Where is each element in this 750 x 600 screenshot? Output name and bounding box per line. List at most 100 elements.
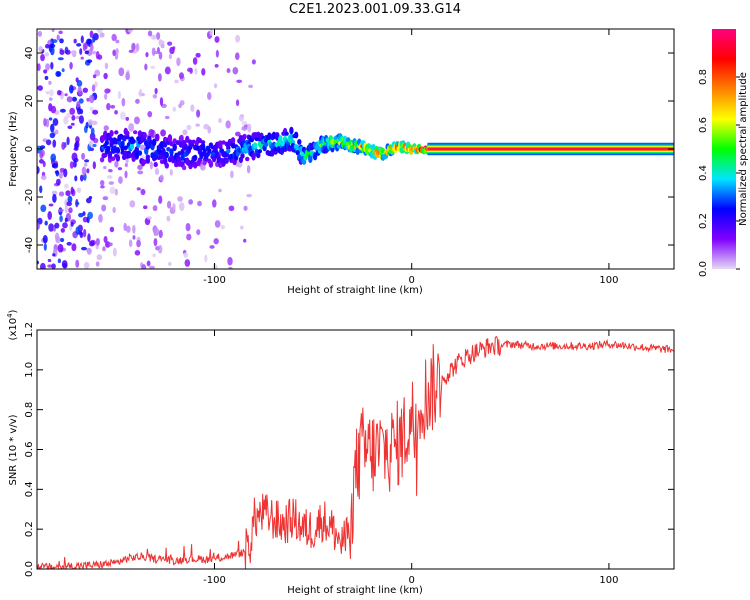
spectrogram-noise-cell	[89, 132, 96, 141]
spectrogram-noise-cell	[58, 191, 65, 197]
spectrogram-noise-cell	[127, 29, 134, 33]
spectrogram-x-tick-label: 100	[599, 275, 618, 286]
colorbar-scale	[712, 29, 736, 269]
spectrogram-noise-cell	[52, 139, 57, 148]
spectrogram-ridge-cell	[251, 152, 256, 161]
spectrogram-noise-cell	[44, 52, 50, 57]
spectrogram-noise-cell	[144, 63, 148, 71]
spectrogram-noise-cell	[104, 62, 109, 70]
spectrogram-noise-cell	[135, 98, 140, 104]
spectrogram-noise-cell	[147, 110, 153, 118]
spectrogram-noise-cell	[80, 35, 84, 44]
spectrogram-noise-cell	[83, 261, 90, 269]
spectrogram-noise-cell	[182, 129, 188, 136]
spectrogram-noise-cell	[79, 174, 84, 182]
spectrogram-noise-cell	[82, 216, 88, 223]
spectrogram-ridge-cell	[145, 156, 151, 164]
spectrogram-noise-cell	[108, 168, 113, 173]
colorbar-tick-label: 0.2	[698, 213, 709, 229]
spectrogram-noise-cell	[214, 220, 221, 228]
spectrogram-noise-cell	[212, 263, 218, 269]
spectrogram-noise-cell	[150, 34, 157, 40]
spectrogram-noise-cell	[103, 72, 108, 80]
spectrogram-noise-cell	[78, 91, 83, 96]
spectrogram-noise-cell	[60, 237, 65, 243]
spectrogram-noise-cell	[108, 242, 113, 247]
spectrogram-noise-cell	[114, 188, 118, 196]
spectrogram-noise-cell	[39, 151, 44, 159]
spectrogram-noise-cell	[141, 264, 147, 269]
spectrogram-noise-cell	[169, 46, 175, 55]
spectrogram-noise-cell	[100, 185, 105, 189]
spectrogram-noise-cell	[82, 87, 89, 93]
spectrogram-noise-cell	[97, 54, 103, 60]
spectrogram-noise-cell	[78, 212, 84, 218]
spectrogram-noise-cell	[44, 220, 48, 226]
spectrogram-noise-cell	[73, 38, 77, 44]
spectrogram-noise-cell	[109, 186, 116, 195]
spectrogram-noise-cell	[137, 170, 144, 175]
spectrogram-noise-cell	[81, 152, 86, 160]
spectrogram-noise-cell	[218, 118, 222, 124]
spectrogram-noise-cell	[104, 93, 108, 100]
spectrogram-noise-cell	[164, 115, 170, 120]
spectrogram-x-axis: -100 0 100	[203, 29, 618, 286]
spectrogram-noise-cell	[109, 226, 115, 233]
spectrogram-noise-cell	[75, 226, 80, 235]
spectrogram-noise-cell	[102, 196, 109, 201]
spectrogram-noise-cell	[48, 97, 53, 101]
spectrogram-noise-cell	[51, 164, 56, 168]
spectrogram-noise-cell	[139, 144, 146, 151]
spectrogram-noise-cell	[153, 227, 160, 236]
spectrogram-noise-cell	[167, 41, 173, 46]
spectrogram-noise-cell	[117, 91, 121, 100]
spectrogram-noise-cell	[74, 175, 78, 182]
spectrogram-noise-cell	[143, 205, 148, 210]
spectrogram-noise-cell	[159, 97, 164, 106]
spectrogram-noise-cell	[160, 129, 166, 137]
spectrogram-noise-cell	[110, 104, 116, 109]
spectrogram-noise-cell	[70, 122, 75, 126]
spectrogram-ridge-cell	[257, 149, 263, 154]
spectrogram-noise-cell	[117, 167, 123, 171]
colorbar-tick-label: 0.0	[698, 261, 709, 277]
spectrogram-noise-cell	[82, 211, 86, 216]
spectrogram-noise-cell	[104, 88, 111, 94]
spectrogram-noise-cell	[134, 250, 141, 256]
spectrogram-noise-cell	[132, 224, 136, 234]
spectrogram-ridge-cell	[180, 154, 185, 161]
spectrogram-noise-cell	[246, 165, 251, 174]
spectrogram-noise-cell	[69, 161, 74, 169]
spectrogram-noise-cell	[59, 49, 65, 55]
spectrogram-noise-cell	[149, 265, 155, 269]
spectrogram-noise-cell	[129, 200, 136, 208]
snr-x-tick-label: 100	[599, 575, 618, 586]
spectrogram-noise-cell	[85, 121, 89, 129]
spectrogram-ridge-cell	[99, 157, 105, 163]
spectrogram-noise-cell	[177, 196, 183, 202]
spectrogram-noise-cell	[91, 84, 96, 92]
spectrogram-ridge-cell	[224, 157, 229, 164]
spectrogram-ridge-cell	[106, 145, 111, 152]
spectrogram-noise-cell	[214, 36, 220, 43]
snr-y-tick-label: 0.2	[24, 521, 35, 537]
snr-series-line	[37, 335, 674, 569]
snr-y-axis: 0.0 0.2 0.4 0.6 0.8 1.0 1.2	[24, 322, 674, 577]
spectrogram-noise-cell	[114, 52, 119, 60]
spectrogram-noise-cell	[48, 80, 52, 85]
spectrogram-noise-cell	[45, 91, 50, 95]
spectrogram-noise-cell	[96, 254, 103, 261]
spectrogram-noise-cell	[85, 197, 92, 204]
spectrogram-noise-cell	[209, 245, 215, 249]
spectrogram-noise-cell	[39, 185, 43, 194]
spectrogram-noise-cell	[42, 235, 48, 244]
spectrogram-ridge-cell	[170, 157, 176, 162]
spectrogram-noise-cell	[88, 94, 95, 104]
spectrogram-noise-cell	[95, 261, 100, 267]
spectrogram-noise-cell	[128, 49, 134, 53]
spectrogram-ridge-cell	[178, 135, 184, 143]
snr-x-tick-label: 0	[409, 575, 415, 586]
spectrogram-heatmap	[37, 29, 674, 269]
spectrogram-noise-cell	[152, 205, 158, 212]
spectrogram-noise-cell	[151, 47, 156, 56]
